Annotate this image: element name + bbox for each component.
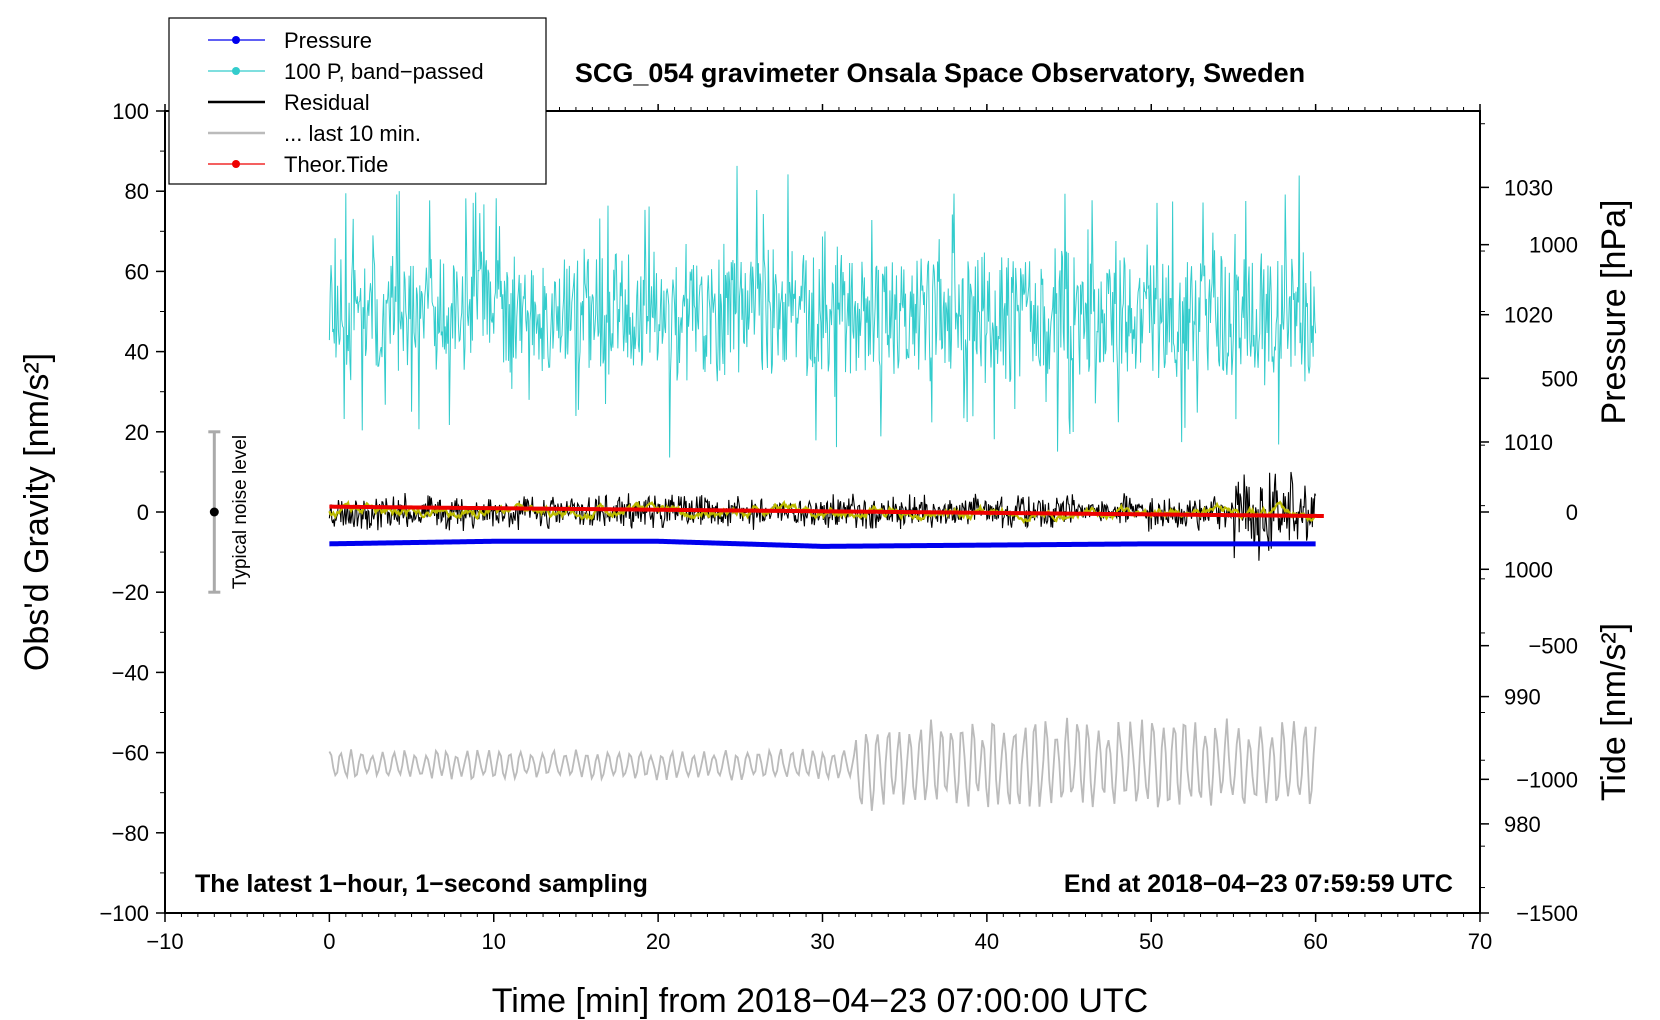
x-tick-label: −10 bbox=[146, 929, 183, 954]
y-tick-label: 60 bbox=[125, 259, 149, 284]
x-tick-label: 50 bbox=[1139, 929, 1163, 954]
y-tick-label: −20 bbox=[112, 580, 149, 605]
pressure-tick-label: 980 bbox=[1504, 812, 1541, 837]
y-tick-label: −60 bbox=[112, 741, 149, 766]
y-tick-label: −80 bbox=[112, 821, 149, 846]
tide-tick-label: 0 bbox=[1566, 500, 1578, 525]
legend-label-3: ... last 10 min. bbox=[284, 121, 421, 146]
pressure-tick-label: 1010 bbox=[1504, 430, 1553, 455]
legend-label-4: Theor.Tide bbox=[284, 152, 388, 177]
noise-level-bar bbox=[208, 430, 221, 594]
legend: Pressure 100 P, band−passed Residual ... la… bbox=[168, 17, 547, 185]
y-tick-label: −100 bbox=[99, 901, 149, 926]
x-tick-labels: −10 0 10 20 30 40 50 60 70 bbox=[146, 929, 1492, 954]
y-tick-label: 0 bbox=[137, 500, 149, 525]
x-tick-label: 30 bbox=[810, 929, 834, 954]
y-tick-labels: 100 80 60 40 20 0 −20 −40 −60 −80 −100 bbox=[99, 99, 149, 926]
tide-tick-label: −1500 bbox=[1516, 901, 1578, 926]
legend-marker-0 bbox=[232, 36, 240, 44]
legend-label-1: 100 P, band−passed bbox=[284, 59, 484, 84]
pressure-tick-label: 990 bbox=[1504, 685, 1541, 710]
x-axis-label: Time [min] from 2018−04−23 07:00:00 UTC bbox=[492, 982, 1148, 1020]
tide-tick-label: 1000 bbox=[1529, 233, 1578, 258]
tide-tick-labels: 1000 500 0 −500 −1000 −1500 bbox=[1516, 233, 1578, 926]
pressure-tick-label: 1000 bbox=[1504, 557, 1553, 582]
noise-bar-center bbox=[209, 507, 219, 517]
x-tick-label: 70 bbox=[1468, 929, 1492, 954]
legend-label-0: Pressure bbox=[284, 28, 372, 53]
y-axis-label-pressure: Pressure [hPa] bbox=[1595, 200, 1633, 425]
pressure-tick-label: 1030 bbox=[1504, 175, 1553, 200]
pressure-tick-label: 1020 bbox=[1504, 303, 1553, 328]
series-layer bbox=[328, 165, 1324, 811]
annotation-sampling: The latest 1−hour, 1−second sampling bbox=[195, 870, 648, 898]
pressure-tick-labels: 1030 1020 1010 1000 990 980 bbox=[1504, 175, 1553, 837]
y-tick-label: 20 bbox=[125, 420, 149, 445]
y-tick-label: 40 bbox=[125, 340, 149, 365]
legend-marker-1 bbox=[232, 67, 240, 75]
series-pressure bbox=[329, 538, 1316, 549]
x-tick-label: 10 bbox=[482, 929, 506, 954]
y-axis-label-tide: Tide [nm/s²] bbox=[1595, 623, 1633, 801]
tide-tick-label: −500 bbox=[1528, 634, 1578, 659]
y-tick-label: −40 bbox=[112, 660, 149, 685]
series-100-p-band-passed bbox=[328, 165, 1317, 458]
noise-level-label: Typical noise level bbox=[230, 435, 251, 589]
legend-label-2: Residual bbox=[284, 90, 370, 115]
tide-tick-label: 500 bbox=[1541, 366, 1578, 391]
y-tick-label: 80 bbox=[125, 179, 149, 204]
series--last-10-min- bbox=[328, 717, 1317, 811]
y-axis-label-left: Obs'd Gravity [nm/s²] bbox=[18, 353, 56, 671]
x-tick-label: 40 bbox=[975, 929, 999, 954]
annotation-end-time: End at 2018−04−23 07:59:59 UTC bbox=[1064, 870, 1453, 898]
x-tick-label: 60 bbox=[1303, 929, 1327, 954]
y-tick-label: 100 bbox=[112, 99, 149, 124]
tide-tick-label: −1000 bbox=[1516, 767, 1578, 792]
x-tick-label: 0 bbox=[323, 929, 335, 954]
x-tick-label: 20 bbox=[646, 929, 670, 954]
series-theor-tide bbox=[329, 504, 1324, 519]
chart-title: SCG_054 gravimeter Onsala Space Observat… bbox=[575, 58, 1305, 88]
legend-marker-4 bbox=[232, 160, 240, 168]
